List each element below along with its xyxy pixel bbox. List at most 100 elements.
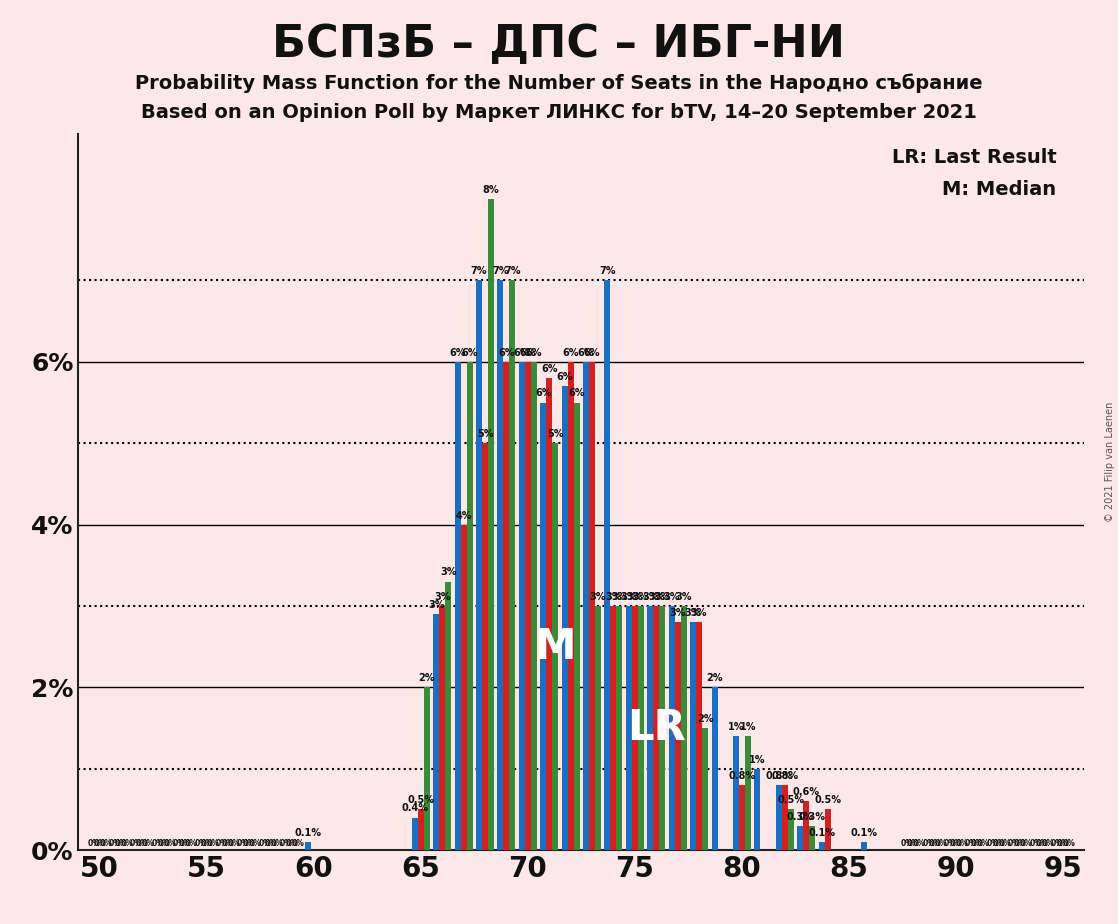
Text: 0.3%: 0.3% [787,811,814,821]
Text: 4%: 4% [455,511,472,520]
Bar [424,687,429,850]
Text: 0%: 0% [986,839,999,847]
Text: 0%: 0% [928,839,941,847]
Text: БСПзБ – ДПС – ИБГ-НИ: БСПзБ – ДПС – ИБГ-НИ [273,23,845,67]
Text: 0%: 0% [280,839,293,847]
Bar [653,606,660,850]
Bar [466,362,473,850]
Text: 0.5%: 0.5% [777,796,804,806]
Text: 3%: 3% [612,592,627,602]
Text: 3%: 3% [663,592,680,602]
Text: 0%: 0% [237,839,250,847]
Text: 0%: 0% [130,839,143,847]
Text: 6%: 6% [541,364,558,374]
Text: 0%: 0% [258,839,272,847]
Text: 0%: 0% [993,839,1005,847]
Bar [503,362,510,850]
Text: 6%: 6% [513,347,530,358]
Text: 0%: 0% [195,839,207,847]
Text: 7%: 7% [504,266,521,276]
Text: 1%: 1% [740,722,756,732]
Bar [498,281,503,850]
Text: 0%: 0% [206,839,219,847]
Bar [547,378,552,850]
Text: 0%: 0% [142,839,155,847]
Text: 0%: 0% [1062,839,1076,847]
Bar [584,362,589,850]
Bar [739,785,745,850]
Bar [669,606,674,850]
Bar [552,444,558,850]
Bar [519,362,524,850]
Bar [861,842,868,850]
Text: 3%: 3% [633,592,650,602]
Text: 0%: 0% [1030,839,1042,847]
Text: 0.5%: 0.5% [814,796,841,806]
Text: 0%: 0% [243,839,256,847]
Text: 0%: 0% [200,839,214,847]
Bar [638,606,644,850]
Bar [411,818,418,850]
Text: 0%: 0% [184,839,198,847]
Text: 0%: 0% [271,839,283,847]
Text: 7%: 7% [492,266,509,276]
Bar [797,826,803,850]
Text: 0%: 0% [173,839,186,847]
Text: 6%: 6% [499,347,514,358]
Bar [632,606,638,850]
Text: 0%: 0% [292,839,305,847]
Text: LR: Last Result: LR: Last Result [892,148,1057,167]
Text: 0.1%: 0.1% [294,828,321,838]
Text: 6%: 6% [525,347,542,358]
Text: 0%: 0% [922,839,935,847]
Bar [745,736,751,850]
Text: 0%: 0% [949,839,963,847]
Bar [626,606,632,850]
Text: 0%: 0% [163,839,177,847]
Text: 0%: 0% [970,839,984,847]
Text: 0%: 0% [151,839,164,847]
Text: 0%: 0% [965,839,978,847]
Text: 3%: 3% [670,608,686,618]
Text: 3%: 3% [440,567,456,578]
Bar [776,785,781,850]
Text: 6%: 6% [536,388,551,398]
Bar [433,614,439,850]
Bar [733,736,739,850]
Bar [489,199,494,850]
Text: 6%: 6% [449,347,466,358]
Bar [561,386,568,850]
Text: 0%: 0% [935,839,947,847]
Text: 3%: 3% [648,592,664,602]
Bar [825,809,831,850]
Text: 0%: 0% [286,839,299,847]
Bar [574,403,579,850]
Bar [610,606,616,850]
Bar [711,687,718,850]
Bar [755,769,760,850]
Text: 3%: 3% [685,608,701,618]
Text: 3%: 3% [642,592,659,602]
Text: 0.1%: 0.1% [808,828,835,838]
Text: 6%: 6% [584,347,600,358]
Text: 3%: 3% [675,592,692,602]
Bar [660,606,665,850]
Text: 3%: 3% [428,600,445,610]
Text: 0%: 0% [1014,839,1026,847]
Text: 3%: 3% [691,608,708,618]
Text: 1%: 1% [749,755,766,765]
Text: 0.1%: 0.1% [851,828,878,838]
Text: M: Median: M: Median [942,180,1057,200]
Bar [595,606,601,850]
Text: 6%: 6% [578,347,595,358]
Text: 0%: 0% [944,839,957,847]
Text: 0%: 0% [115,839,127,847]
Bar [818,842,825,850]
Text: 0%: 0% [1051,839,1063,847]
Text: 0%: 0% [998,839,1012,847]
Text: 3%: 3% [620,592,637,602]
Text: 0%: 0% [901,839,913,847]
Text: 0%: 0% [87,839,101,847]
Text: 0%: 0% [100,839,112,847]
Text: 0%: 0% [121,839,133,847]
